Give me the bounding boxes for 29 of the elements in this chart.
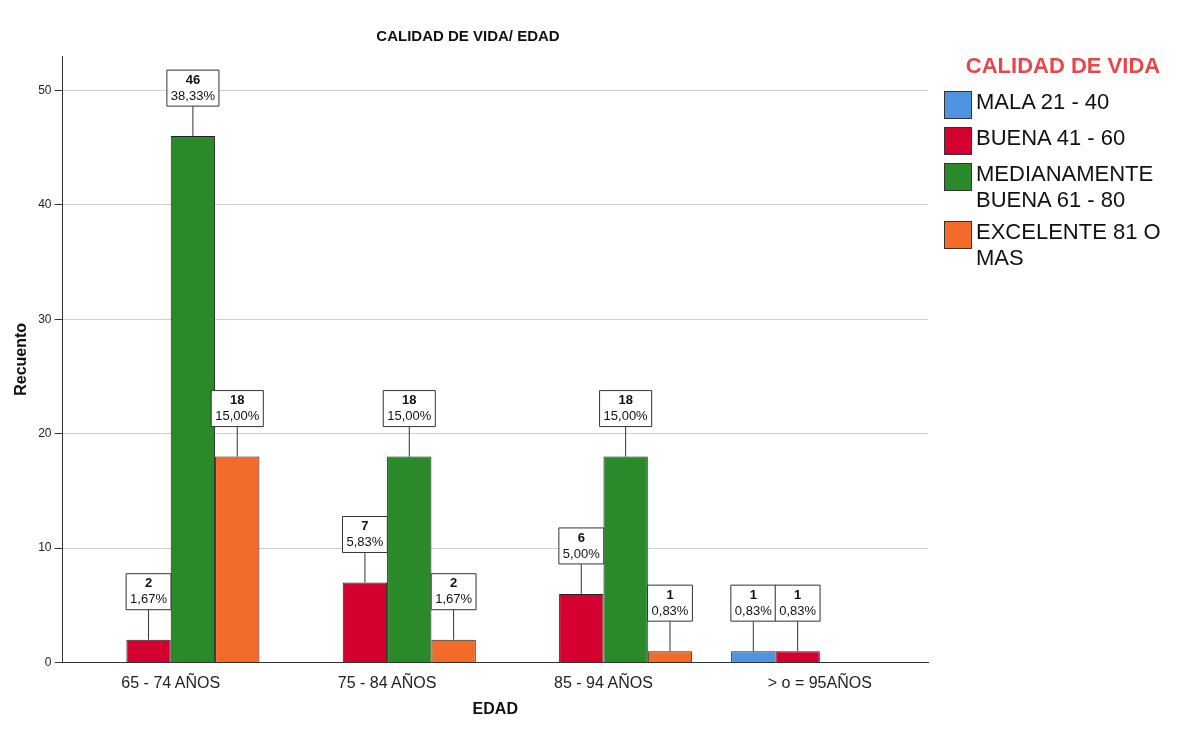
data-label: 18 15,00% — [215, 392, 260, 424]
x-tick-label: 65 - 74 AÑOS — [121, 671, 221, 691]
data-label: 46 38,33% — [170, 71, 216, 103]
x-axis-title: EDAD — [472, 699, 518, 717]
data-label: 18 15,00% — [603, 392, 649, 424]
x-tick-label: > o = 95AÑOS — [767, 671, 872, 691]
y-tick-label: 10 — [38, 540, 52, 555]
legend-label: BUENA 41 - 60 — [976, 125, 1126, 151]
legend-label: MEDIANAMENTE BUENA 61 - 80 — [976, 161, 1155, 213]
y-tick-label: 40 — [38, 197, 52, 212]
chart-title: CALIDAD DE VIDA/ EDAD — [376, 27, 560, 45]
data-label: 7 5,83% — [346, 518, 384, 550]
y-tick-label: 0 — [44, 654, 52, 669]
x-tick-label: 75 - 84 AÑOS — [337, 671, 437, 691]
x-tick-label: 85 - 94 AÑOS — [554, 671, 653, 691]
y-tick-label: 20 — [38, 426, 52, 441]
legend-label: MALA 21 - 40 — [976, 89, 1110, 115]
data-label: 2 1,67% — [435, 575, 473, 607]
data-label: 1 0,83% — [651, 586, 689, 618]
legend-label: EXCELENTE 81 O MAS — [976, 219, 1162, 271]
data-label: 18 15,00% — [387, 392, 432, 424]
data-label: 2 1,67% — [130, 575, 168, 607]
data-label: 1 0,83% — [779, 586, 817, 618]
y-axis-title: Recuento — [12, 322, 30, 396]
legend-title: CALIDAD DE VIDA — [964, 53, 1162, 79]
data-label: 6 5,00% — [562, 529, 601, 561]
data-label: 1 0,83% — [734, 586, 773, 618]
y-tick-label: 50 — [38, 82, 52, 97]
y-tick-label: 30 — [38, 311, 52, 326]
